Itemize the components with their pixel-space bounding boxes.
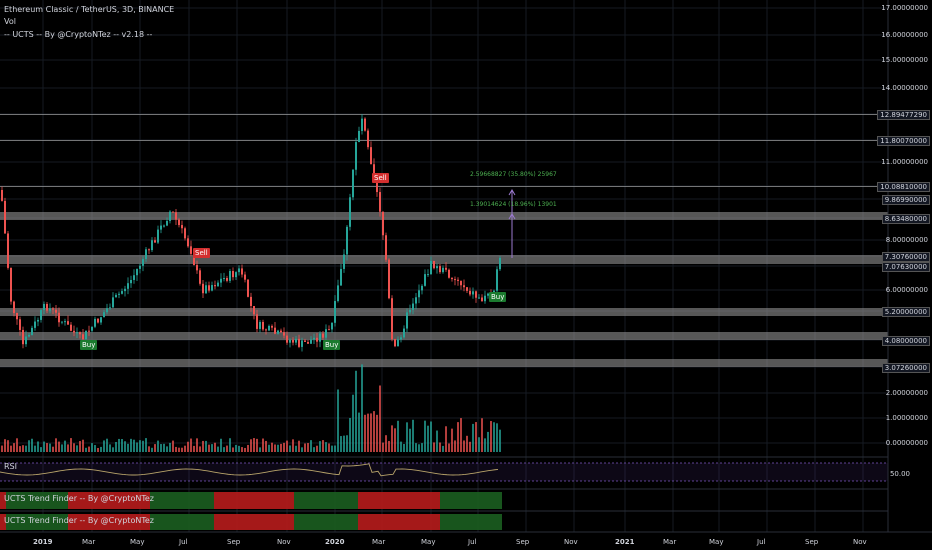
price-grid	[0, 0, 888, 532]
measure-label: 2.59668827 (35.80%) 25967	[470, 171, 557, 178]
price-axis-label: 15.00000000	[881, 56, 928, 64]
rsi-pane	[0, 462, 888, 482]
volume-legend[interactable]: Vol	[4, 17, 16, 26]
symbol-title[interactable]: Ethereum Classic / TetherUS, 3D, BINANCE	[4, 5, 175, 14]
time-axis-label: Mar	[372, 538, 386, 546]
price-axis-label: 4.08000000	[881, 336, 930, 346]
time-axis-label: Sep	[805, 538, 819, 546]
indicator-legend[interactable]: -- UCTS -- By @CryptoNTez -- v2.18 --	[4, 30, 153, 39]
price-axis-label: 1.00000000	[885, 414, 928, 422]
price-axis-label: 3.07260000	[881, 363, 930, 373]
time-axis-label: Nov	[853, 538, 867, 546]
price-axis-label: 11.00000000	[881, 158, 928, 166]
candlestick-series	[1, 114, 501, 352]
price-axis-label: 8.63480000	[881, 214, 930, 224]
time-axis-label: 2021	[615, 538, 635, 546]
time-axis-label: May	[421, 538, 436, 546]
price-axis-label: 16.00000000	[881, 31, 928, 39]
sell-signal-tag[interactable]: Sell	[372, 173, 389, 183]
price-axis-label: 5.20000000	[881, 307, 930, 317]
price-axis-label: 8.00000000	[885, 236, 928, 244]
time-axis-label: Nov	[277, 538, 291, 546]
time-axis-label: Jul	[179, 538, 188, 546]
time-axis-label: May	[130, 538, 145, 546]
time-axis-label: May	[709, 538, 724, 546]
time-axis-label: Mar	[663, 538, 677, 546]
price-axis-label: 7.07630000	[881, 262, 930, 272]
measure-label: 1.39014624 (18.96%) 13901	[470, 201, 557, 208]
price-axis-label: 14.00000000	[881, 84, 928, 92]
trend-finder-legend-2[interactable]: UCTS Trend Finder -- By @CryptoNTez	[4, 516, 154, 525]
trend-finder-pane	[0, 492, 502, 530]
buy-signal-tag[interactable]: Buy	[489, 292, 507, 302]
sell-signal-tag[interactable]: Sell	[193, 248, 210, 258]
volume-bars	[1, 364, 501, 452]
price-axis-label: 11.80070000	[877, 136, 930, 146]
price-range-measure[interactable]	[508, 189, 516, 258]
time-axis-label: Nov	[564, 538, 578, 546]
pane-separators	[0, 0, 932, 533]
price-axis-label: 10.08810000	[877, 182, 930, 192]
time-axis-label: Mar	[82, 538, 96, 546]
price-axis-label: 12.89477290	[877, 110, 930, 120]
price-axis-label: 6.00000000	[885, 286, 928, 294]
buy-signal-tag[interactable]: Buy	[323, 340, 341, 350]
buy-signal-tag[interactable]: Buy	[80, 340, 98, 350]
time-axis-label: Jul	[757, 538, 766, 546]
time-axis-label: Jul	[468, 538, 477, 546]
price-axis-label: 2.00000000	[885, 389, 928, 397]
price-axis-label: 7.30760000	[881, 252, 930, 262]
support-resistance-zones	[0, 114, 888, 367]
time-axis-label: 2019	[33, 538, 53, 546]
time-axis-label: 2020	[325, 538, 345, 546]
price-axis-label: 0.00000000	[885, 439, 928, 447]
price-axis-label: 9.86990000	[881, 195, 930, 205]
price-axis-label: 17.00000000	[881, 4, 928, 12]
trend-finder-legend-1[interactable]: UCTS Trend Finder -- By @CryptoNTez	[4, 494, 154, 503]
time-axis-label: Sep	[516, 538, 530, 546]
rsi-axis-label: 50.00	[889, 470, 910, 478]
rsi-legend[interactable]: RSI	[4, 462, 17, 471]
time-axis-label: Sep	[227, 538, 241, 546]
